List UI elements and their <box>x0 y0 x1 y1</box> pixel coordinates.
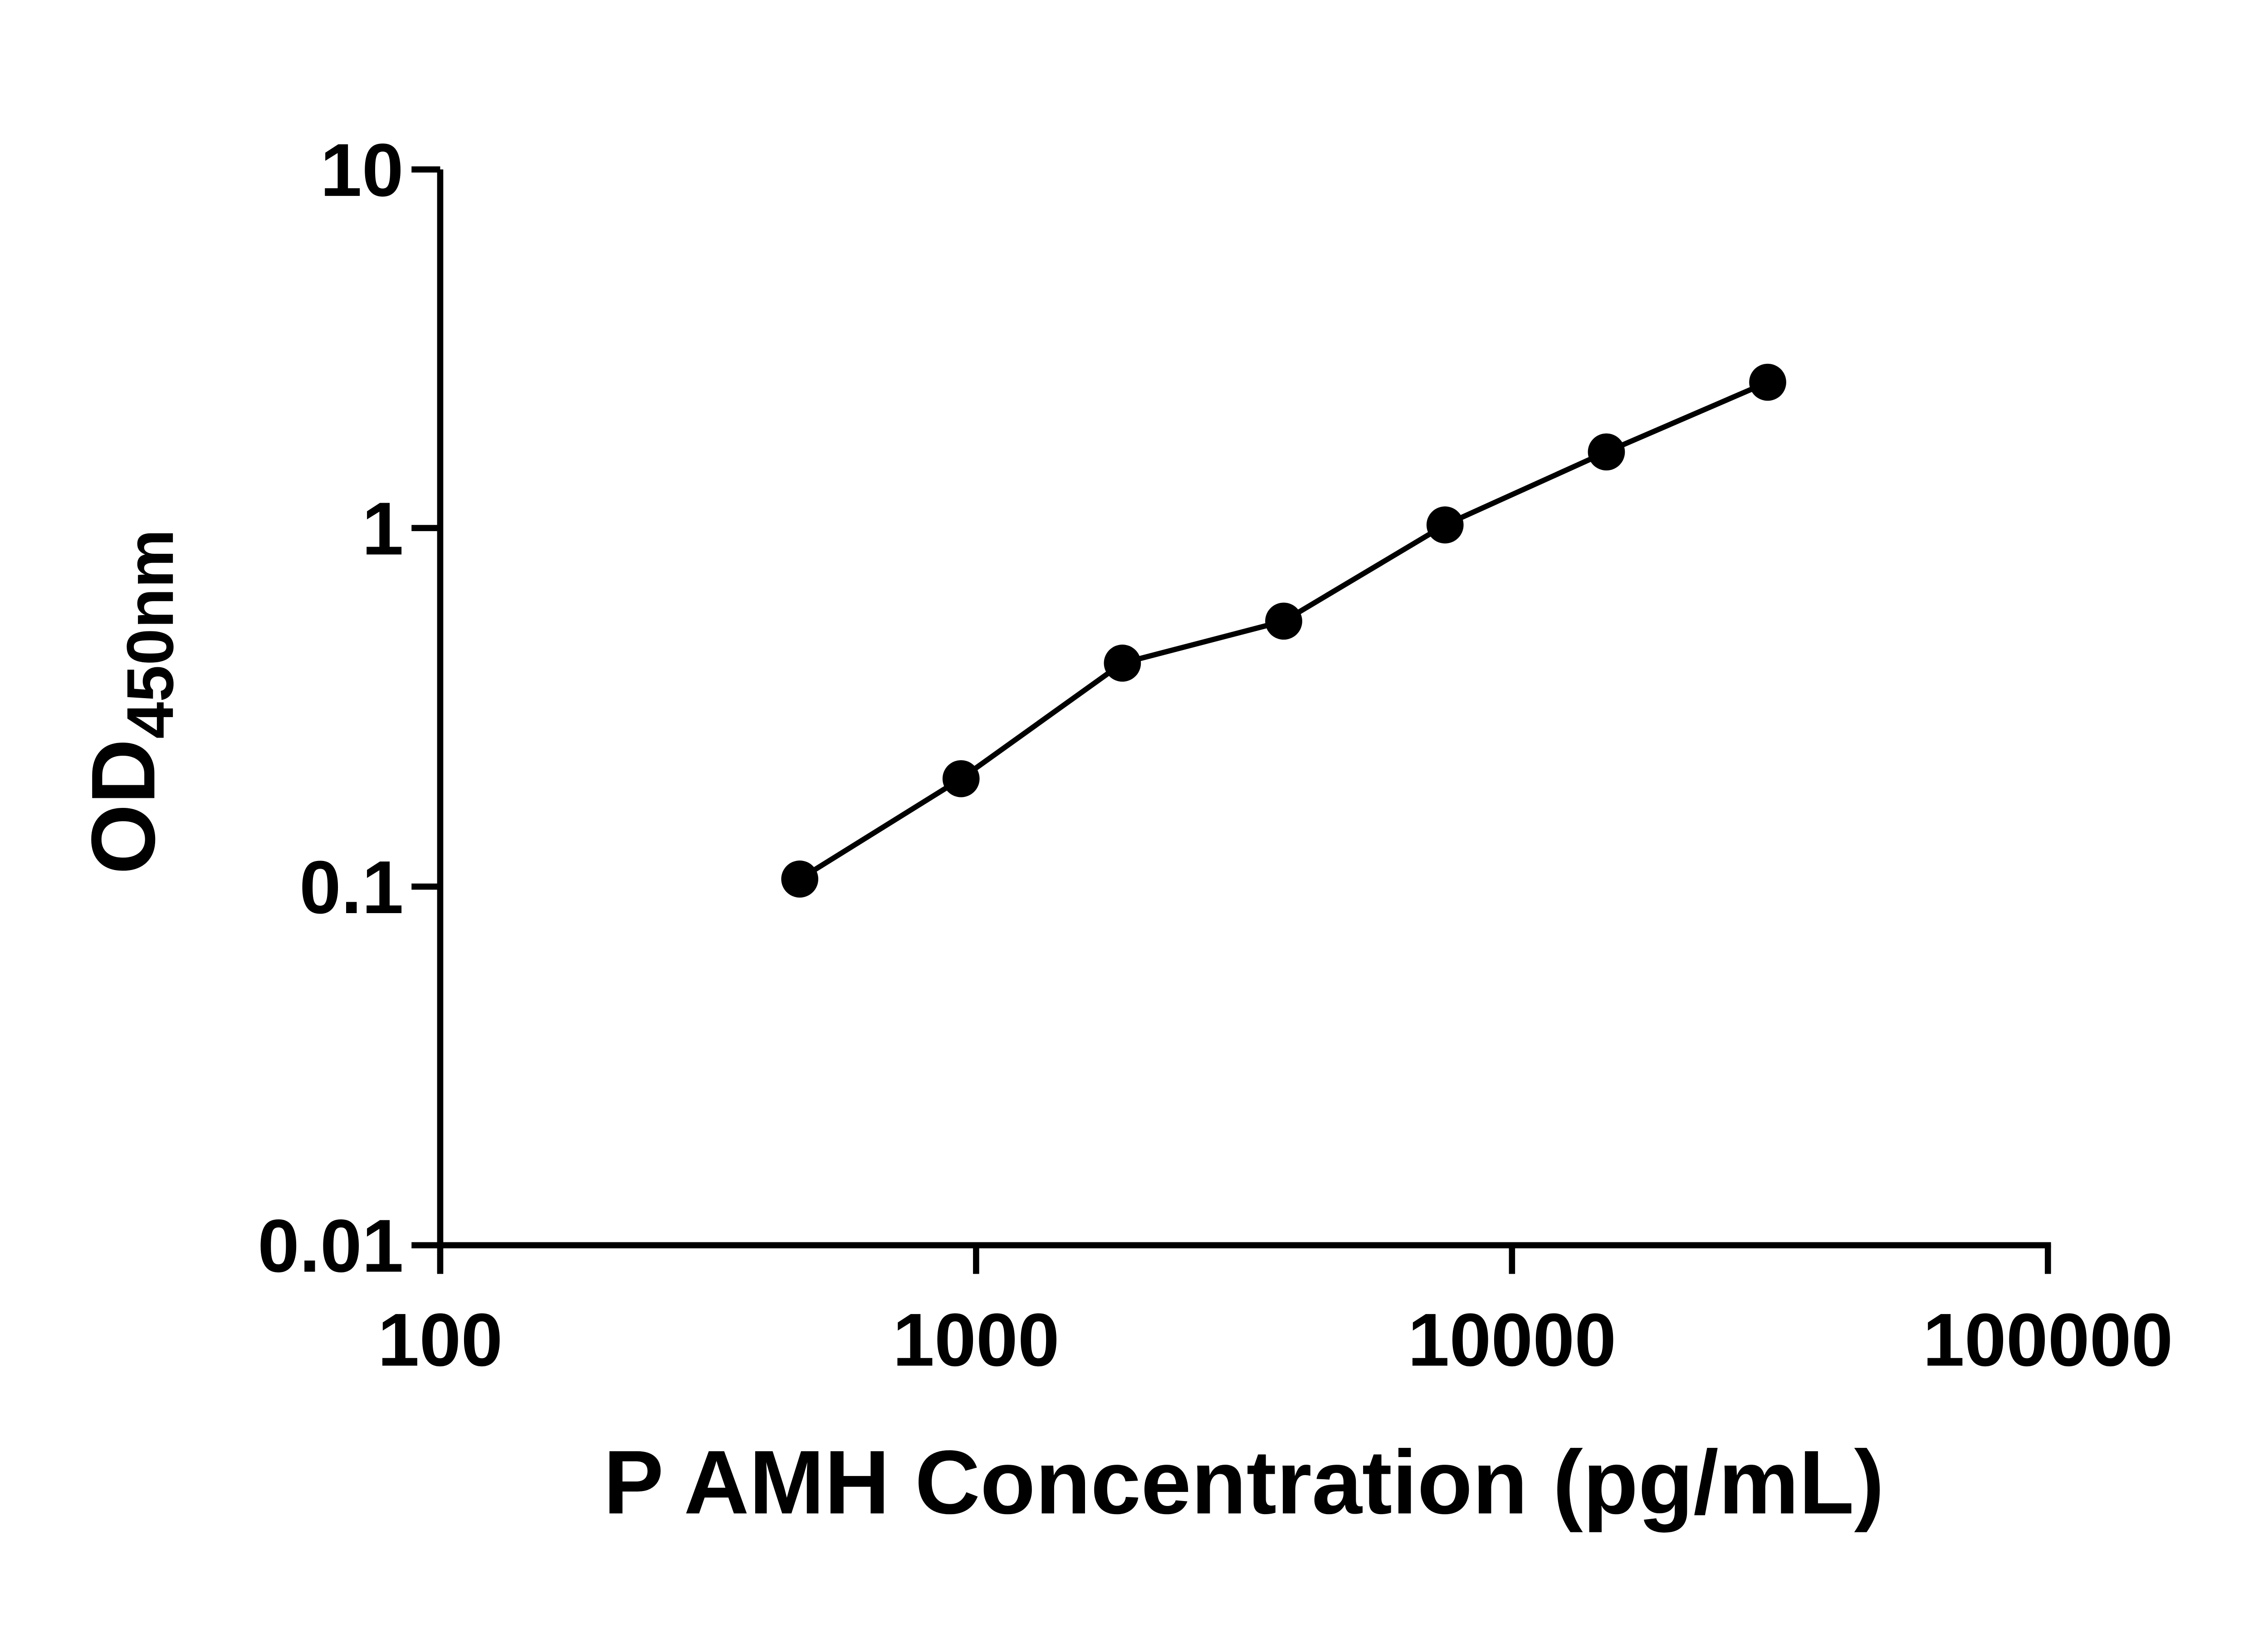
y-axis-title: OD450nm <box>73 529 187 875</box>
y-tick-label: 10 <box>320 128 404 212</box>
y-tick-label: 0.01 <box>258 1204 404 1288</box>
y-tick-label: 1 <box>362 487 404 571</box>
data-point <box>1588 433 1625 471</box>
data-point <box>1426 506 1464 544</box>
x-tick-label: 10000 <box>1408 1298 1617 1382</box>
y-axis-title-main: OD <box>73 739 174 875</box>
x-tick-label: 100 <box>378 1298 503 1382</box>
data-point <box>781 861 818 898</box>
x-axis-title: P AMH Concentration (pg/mL) <box>603 1432 1884 1533</box>
data-point <box>1265 602 1302 640</box>
data-point <box>942 760 980 797</box>
plot-area: 100 1000 10000 100000 0.01 0.1 1 10 <box>258 128 2173 1382</box>
x-tick-label: 1000 <box>893 1298 1060 1382</box>
x-tick-label: 100000 <box>1923 1298 2173 1382</box>
y-axis-title-sub: 450nm <box>113 529 187 739</box>
y-tick-label: 0.1 <box>299 846 404 929</box>
data-point <box>1104 645 1141 682</box>
data-point <box>1749 363 1786 401</box>
